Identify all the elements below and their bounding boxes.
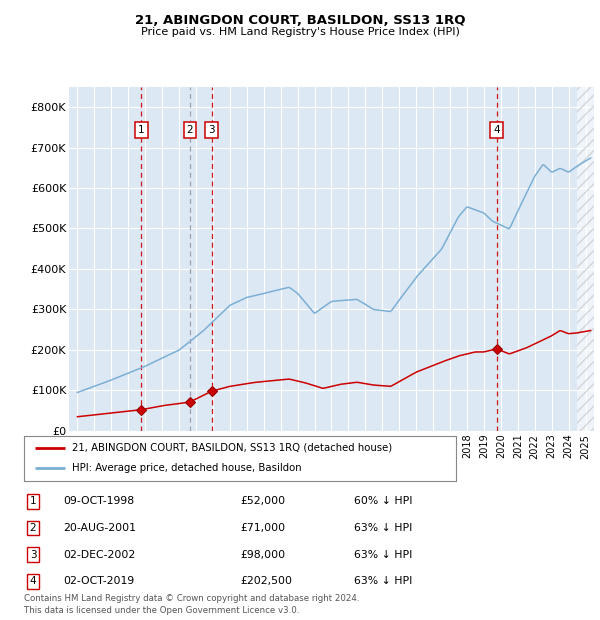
Text: 63% ↓ HPI: 63% ↓ HPI xyxy=(354,523,412,533)
Text: 2: 2 xyxy=(187,125,193,135)
Bar xyxy=(577,87,594,431)
Text: 63% ↓ HPI: 63% ↓ HPI xyxy=(354,576,412,587)
Text: 3: 3 xyxy=(29,549,37,560)
Text: 02-DEC-2002: 02-DEC-2002 xyxy=(63,549,135,560)
Text: 21, ABINGDON COURT, BASILDON, SS13 1RQ (detached house): 21, ABINGDON COURT, BASILDON, SS13 1RQ (… xyxy=(71,443,392,453)
Text: £98,000: £98,000 xyxy=(240,549,285,560)
Text: 3: 3 xyxy=(208,125,215,135)
Text: 09-OCT-1998: 09-OCT-1998 xyxy=(63,496,134,507)
Text: £52,000: £52,000 xyxy=(240,496,285,507)
Text: Price paid vs. HM Land Registry's House Price Index (HPI): Price paid vs. HM Land Registry's House … xyxy=(140,27,460,37)
Text: 4: 4 xyxy=(29,576,37,587)
Text: 4: 4 xyxy=(493,125,500,135)
Text: 02-OCT-2019: 02-OCT-2019 xyxy=(63,576,134,587)
Text: HPI: Average price, detached house, Basildon: HPI: Average price, detached house, Basi… xyxy=(71,463,301,474)
Text: 1: 1 xyxy=(138,125,145,135)
Text: £71,000: £71,000 xyxy=(240,523,285,533)
Text: 63% ↓ HPI: 63% ↓ HPI xyxy=(354,549,412,560)
Text: 21, ABINGDON COURT, BASILDON, SS13 1RQ: 21, ABINGDON COURT, BASILDON, SS13 1RQ xyxy=(135,14,465,27)
Text: Contains HM Land Registry data © Crown copyright and database right 2024.
This d: Contains HM Land Registry data © Crown c… xyxy=(24,594,359,615)
Text: 1: 1 xyxy=(29,496,37,507)
Text: 2: 2 xyxy=(29,523,37,533)
Text: £202,500: £202,500 xyxy=(240,576,292,587)
Text: 20-AUG-2001: 20-AUG-2001 xyxy=(63,523,136,533)
Text: 60% ↓ HPI: 60% ↓ HPI xyxy=(354,496,413,507)
